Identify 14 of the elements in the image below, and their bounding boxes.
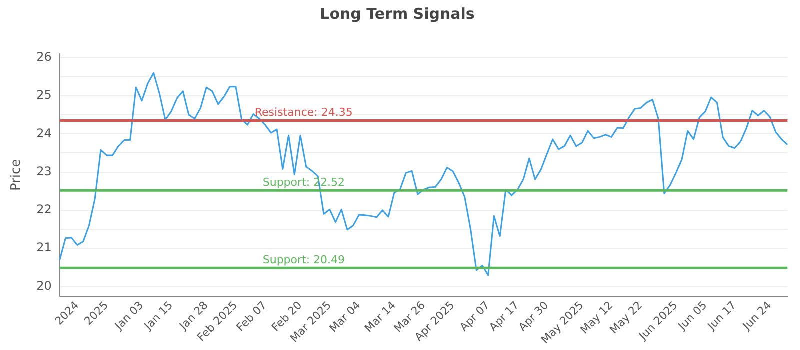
chart-title: Long Term Signals	[320, 4, 475, 23]
ref-line-label: Support: 20.49	[262, 253, 346, 266]
y-tick-label: 21	[36, 240, 52, 255]
y-tick-label: 24	[36, 126, 52, 140]
y-tick-label: 23	[36, 164, 52, 178]
y-tick-label: 22	[36, 202, 52, 217]
x-tick-label: Jan 15	[141, 298, 176, 334]
y-tick-label: 20	[36, 278, 52, 293]
y-tick-label: 25	[36, 88, 52, 102]
ref-line-label: Resistance: 24.35	[254, 106, 353, 120]
x-tick-label: Jun 24	[740, 298, 774, 334]
x-tick-label: Jun 17	[704, 298, 739, 334]
y-axis-title: Price	[9, 159, 24, 192]
y-tick-label: 26	[36, 50, 52, 64]
